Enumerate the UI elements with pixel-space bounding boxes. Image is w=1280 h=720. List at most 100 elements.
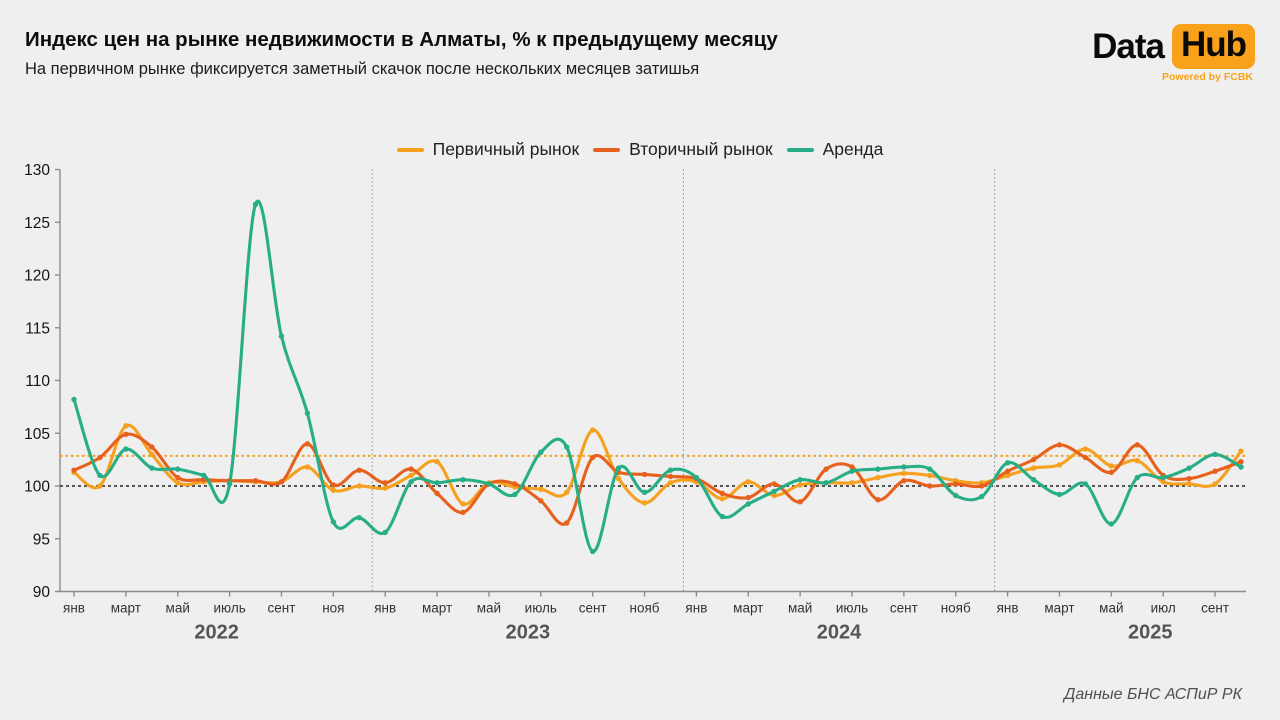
- series-point: [356, 467, 362, 473]
- y-tick-label: 100: [24, 479, 50, 496]
- series-point: [823, 480, 829, 486]
- series-point: [382, 485, 388, 491]
- x-tick-label: июл: [1151, 601, 1176, 616]
- series-point: [1238, 448, 1244, 454]
- legend-label: Первичный рынок: [432, 139, 580, 159]
- series-point: [641, 500, 648, 506]
- series-point: [875, 466, 881, 472]
- series-point: [226, 481, 233, 487]
- legend-swatch-icon: [593, 147, 621, 152]
- series-point: [667, 480, 674, 486]
- x-tick-label: нояб: [941, 601, 971, 616]
- series-point: [1004, 460, 1011, 466]
- series-point: [97, 472, 103, 479]
- series-point: [149, 465, 155, 471]
- series-point: [512, 481, 518, 487]
- series-point: [1212, 468, 1218, 474]
- series-point: [797, 476, 803, 483]
- series-point: [71, 467, 77, 473]
- series-point: [667, 467, 674, 473]
- series-point: [304, 441, 311, 447]
- series-point: [745, 501, 751, 507]
- year-label: 2023: [506, 622, 551, 644]
- series-point: [1186, 475, 1192, 482]
- series-point: [1160, 474, 1166, 481]
- series-point: [408, 472, 414, 479]
- series-point: [693, 474, 700, 481]
- series-point: [434, 480, 440, 486]
- series-point: [901, 470, 907, 477]
- y-tick-label: 105: [24, 426, 50, 443]
- series-point: [1004, 472, 1011, 479]
- series-point: [408, 479, 414, 485]
- series-point: [123, 431, 129, 438]
- legend-label: Вторичный рынок: [629, 139, 773, 159]
- x-tick-label: сент: [890, 601, 918, 616]
- series-point: [538, 498, 544, 504]
- series-point: [330, 519, 337, 525]
- series-point: [849, 468, 855, 474]
- series-point: [356, 483, 362, 489]
- y-tick-label: 130: [24, 162, 50, 179]
- series-point: [615, 475, 622, 482]
- series-point: [667, 473, 674, 480]
- series-point: [382, 480, 388, 486]
- x-tick-label: март: [733, 601, 763, 616]
- series-line-1: [72, 432, 1243, 526]
- series-point: [849, 480, 855, 486]
- series-point: [149, 451, 155, 458]
- year-label: 2024: [817, 622, 862, 644]
- series-point: [460, 476, 466, 483]
- series-point: [1212, 451, 1218, 458]
- series-point: [719, 513, 726, 520]
- logo-tagline: Powered by FCBK: [1161, 71, 1253, 83]
- series-point: [330, 482, 337, 488]
- series-point: [486, 481, 492, 487]
- series-point: [97, 454, 103, 461]
- series-point: [434, 459, 440, 465]
- series-point: [408, 466, 414, 472]
- y-tick-label: 115: [25, 320, 50, 337]
- page-title: Индекс цен на рынке недвижимости в Алмат…: [25, 28, 778, 51]
- series-point: [149, 444, 155, 450]
- x-tick-label: март: [1044, 601, 1074, 616]
- series-point: [953, 492, 959, 499]
- series-point: [745, 479, 751, 485]
- series-point: [589, 454, 596, 461]
- series-point: [434, 490, 440, 497]
- series-point: [1108, 463, 1115, 469]
- x-tick-label: янв: [997, 601, 1019, 616]
- x-tick-label: янв: [63, 601, 85, 616]
- legend-swatch-icon: [396, 147, 424, 152]
- series-point: [252, 478, 259, 484]
- series-point: [719, 490, 726, 497]
- series-point: [123, 446, 129, 452]
- series-point: [823, 466, 829, 472]
- series-point: [745, 494, 751, 501]
- series-point: [460, 501, 466, 507]
- series-point: [1160, 479, 1166, 485]
- logo-text-data: Data: [1092, 26, 1165, 66]
- series-point: [1134, 457, 1140, 464]
- series-point: [771, 492, 777, 499]
- series-point: [1030, 476, 1037, 483]
- series-point: [641, 471, 648, 478]
- series-point: [589, 427, 596, 433]
- x-tick-label: янв: [374, 601, 396, 616]
- y-tick-label: 110: [25, 373, 50, 390]
- series-point: [123, 423, 129, 429]
- x-tick-label: июль: [213, 601, 245, 616]
- series-point: [615, 465, 622, 471]
- series-point: [927, 483, 933, 489]
- x-tick-label: май: [1099, 601, 1123, 616]
- series-point: [1082, 454, 1089, 461]
- page-subtitle: На первичном рынке фиксируется заметный …: [25, 60, 700, 78]
- series-point: [901, 464, 907, 470]
- series-point: [797, 482, 803, 488]
- x-tick-label: май: [788, 601, 812, 616]
- series-point: [849, 464, 855, 470]
- series-point: [538, 486, 544, 492]
- series-point: [875, 497, 881, 503]
- x-tick-label: июль: [836, 601, 868, 616]
